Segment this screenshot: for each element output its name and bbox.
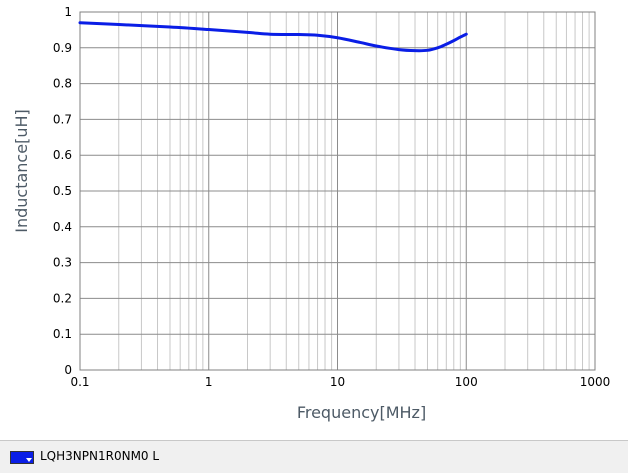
series-line: [78, 21, 468, 53]
y-tick-label: 0: [64, 363, 72, 377]
x-tick-label: 0.1: [70, 375, 89, 389]
y-axis-title: Inductance[uH]: [12, 109, 31, 232]
inductance-chart: 00.10.20.30.40.50.60.70.80.91 0.1 1 10 100 1…: [12, 5, 610, 422]
y-tick-label: 0.1: [53, 327, 72, 341]
x-tick-labels: 0.1 1 10 100 1000: [70, 375, 610, 389]
legend-swatch[interactable]: [10, 451, 34, 464]
y-tick-label: 0.7: [53, 112, 72, 126]
y-tick-label: 0.2: [53, 291, 72, 305]
x-tick-label: 100: [455, 375, 478, 389]
y-tick-labels: 0 0.1 0.2 0.3 0.4 0.5 0.6 0.7 0.8 0.9 1: [53, 5, 72, 377]
x-axis-title: Frequency[MHz]: [297, 403, 426, 422]
plot-frame: [79, 11, 596, 371]
y-tick-label: 1: [64, 5, 72, 19]
y-tick-label: 0.3: [53, 256, 72, 270]
y-tick-label: 0.9: [53, 41, 72, 55]
y-tick-label: 0.6: [53, 148, 72, 162]
legend-label: LQH3NPN1R0NM0 L: [40, 449, 160, 463]
x-tick-label: 1: [205, 375, 213, 389]
legend: LQH3NPN1R0NM0 L: [0, 440, 628, 473]
y-tick-label: 0.4: [53, 220, 72, 234]
x-tick-label: 1000: [580, 375, 611, 389]
series-layer: [78, 21, 468, 53]
y-tick-label: 0.8: [53, 77, 72, 91]
x-tick-label: 10: [330, 375, 345, 389]
y-tick-label: 0.5: [53, 184, 72, 198]
